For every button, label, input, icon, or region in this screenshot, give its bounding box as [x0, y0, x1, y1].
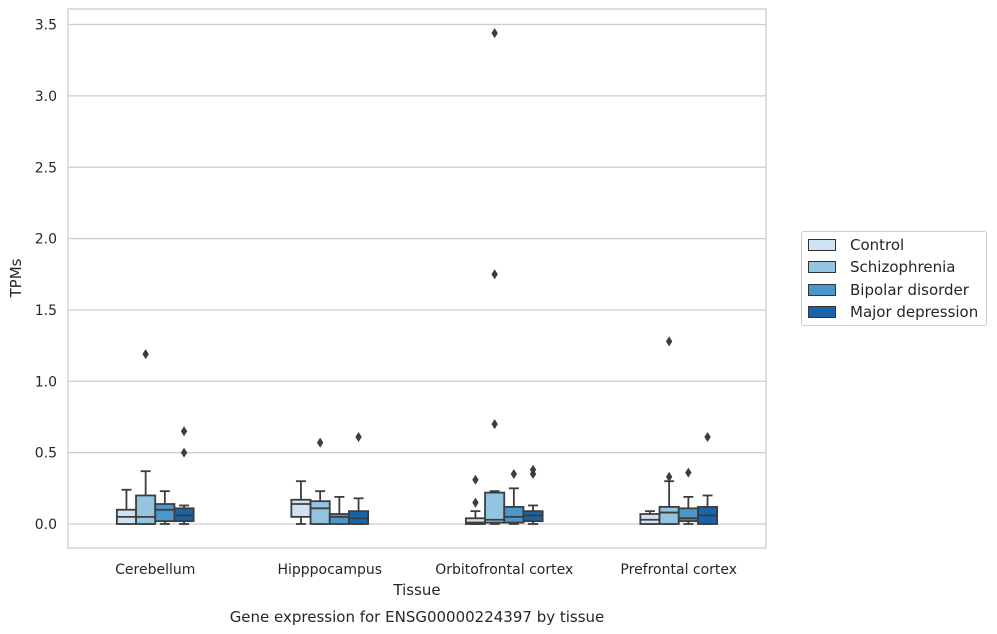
y-tick-label: 2.0: [35, 232, 57, 248]
box-cerebellum-control: [115, 488, 137, 525]
box-hipppocampus-control: [290, 480, 312, 525]
box-prefrontal-cortex-control: [639, 510, 661, 525]
box-orbitofrontal-cortex-bipolar-disorder: [503, 469, 525, 525]
outlier-point: [665, 336, 673, 347]
x-tick-label: Hipppocampus: [277, 562, 382, 578]
box-body: [135, 494, 157, 525]
legend-label: Bipolar disorder: [850, 281, 969, 299]
box-body: [658, 505, 680, 525]
box-body: [290, 498, 312, 518]
box-orbitofrontal-cortex-schizophrenia: [484, 28, 506, 525]
outlier-point: [491, 419, 498, 430]
legend: Control Schizophrenia Bipolar disorder M…: [801, 231, 987, 326]
y-tick-label: 0.0: [35, 517, 57, 533]
legend-label: Schizophrenia: [850, 258, 956, 276]
x-tick-label: Cerebellum: [115, 562, 195, 578]
grid-lines: [68, 23, 766, 525]
legend-item-major-depression: Major depression: [808, 302, 978, 322]
box-cerebellum-schizophrenia: [135, 349, 157, 525]
y-tick-label: 2.5: [35, 160, 57, 176]
box-prefrontal-cortex-schizophrenia: [658, 336, 680, 525]
box-orbitofrontal-cortex-control: [464, 474, 486, 525]
legend-swatch: [808, 284, 836, 296]
outlier-point: [142, 349, 149, 360]
legend-item-schizophrenia: Schizophrenia: [808, 257, 955, 277]
outlier-point: [355, 431, 362, 442]
legend-swatch: [808, 239, 836, 251]
outlier-point: [491, 269, 498, 280]
box-orbitofrontal-cortex-major-depression: [522, 464, 544, 525]
box-body: [677, 507, 699, 523]
y-tick-label: 3.0: [35, 89, 57, 105]
outlier-point: [180, 426, 188, 437]
y-tick-labels: 0.0 0.5 1.0 1.5 2.0 2.5 3.0 3.5: [35, 18, 57, 533]
legend-label: Control: [850, 236, 905, 254]
legend-item-control: Control: [808, 235, 904, 255]
box-body: [154, 503, 176, 523]
x-tick-label: Orbitofrontal cortex: [435, 562, 573, 578]
x-axis-label: Tissue: [392, 581, 440, 599]
plot-area-frame: [67, 8, 767, 549]
outlier-point: [472, 474, 479, 485]
legend-label: Major depression: [850, 303, 979, 321]
outlier-point: [529, 464, 537, 475]
x-tick-label: Prefrontal cortex: [620, 562, 737, 578]
y-tick-label: 3.5: [35, 18, 57, 34]
y-tick-label: 0.5: [35, 446, 57, 462]
box-body: [328, 513, 350, 525]
y-tick-label: 1.5: [35, 303, 57, 319]
y-axis-label: TPMs: [7, 258, 25, 298]
box-body: [484, 491, 506, 524]
box-prefrontal-cortex-bipolar-disorder: [677, 467, 699, 525]
outlier-point: [472, 497, 479, 508]
x-tick-labels: Cerebellum Hipppocampus Orbitofrontal cort…: [115, 562, 737, 578]
outlier-point: [685, 467, 692, 478]
box-body: [309, 500, 331, 525]
y-tick-label: 1.0: [35, 374, 57, 390]
legend-swatch: [808, 261, 836, 273]
box-body: [503, 505, 525, 524]
box-cerebellum-major-depression: [173, 426, 195, 525]
outlier-point: [180, 447, 188, 458]
outlier-point: [491, 28, 498, 39]
outlier-point: [316, 437, 324, 448]
box-prefrontal-cortex-major-depression: [697, 431, 719, 525]
legend-swatch: [808, 306, 836, 318]
box-hipppocampus-schizophrenia: [309, 437, 331, 525]
box-cerebellum-bipolar-disorder: [154, 490, 176, 525]
outlier-point: [704, 431, 711, 442]
box-hipppocampus-major-depression: [348, 431, 370, 525]
box-hipppocampus-bipolar-disorder: [328, 495, 350, 525]
boxes: [115, 28, 719, 525]
outlier-point: [665, 471, 673, 482]
legend-item-bipolar-disorder: Bipolar disorder: [808, 280, 969, 300]
chart-title: Gene expression for ENSG00000224397 by t…: [230, 608, 605, 626]
outlier-point: [510, 469, 518, 480]
